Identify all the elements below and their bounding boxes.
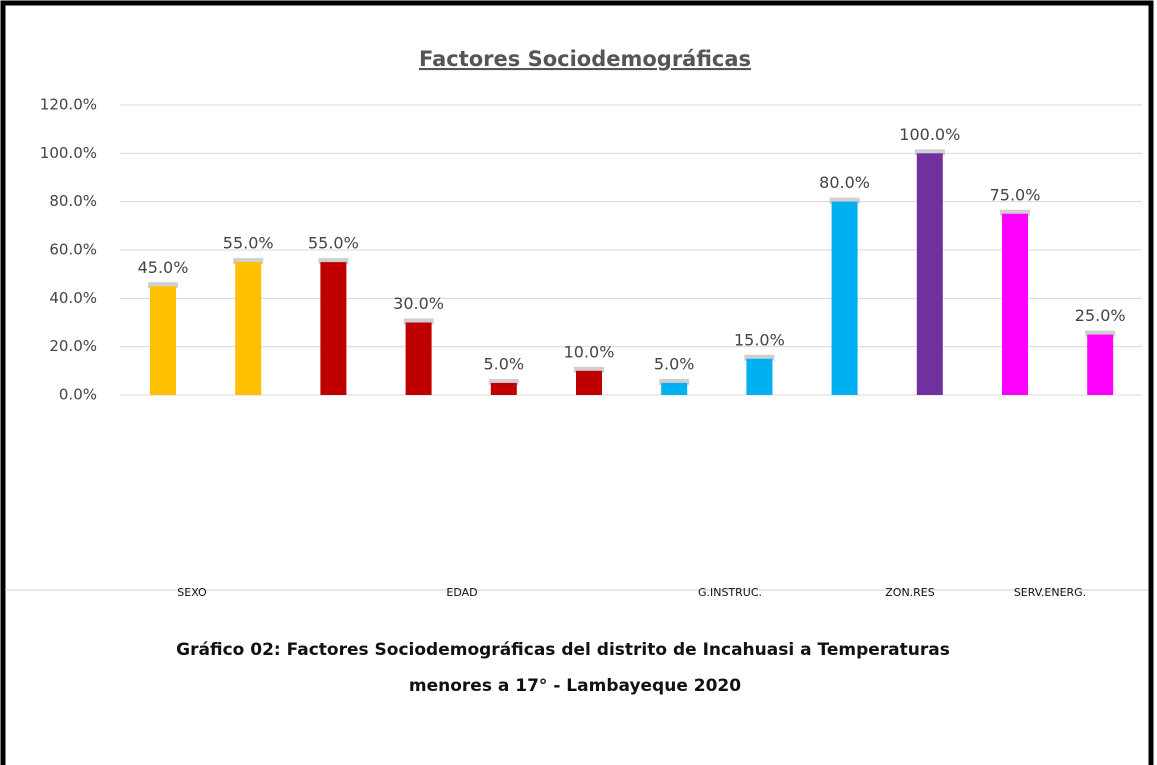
bar [1087,334,1114,395]
bar [405,322,432,395]
bar-shadow [1085,330,1116,337]
bar [831,201,858,395]
bar [576,370,602,395]
group-label: EDAD [446,586,477,599]
bar [916,153,943,395]
group-label: SEXO [177,586,207,599]
y-tick-label: 60.0% [49,241,97,259]
bar-shadow [403,318,434,325]
y-tick-label: 0.0% [59,386,97,404]
bar-shadow [318,258,349,265]
bar-shadow [659,378,690,385]
bar [490,382,517,395]
y-tick-label: 40.0% [49,289,97,307]
bar [235,262,262,395]
y-tick-label: 120.0% [40,96,97,114]
bar [150,286,176,395]
bar-shadow [744,354,775,361]
group-label: ZON.RES [885,586,935,599]
data-label: 75.0% [990,185,1041,204]
bar [320,262,347,395]
data-label: 15.0% [734,330,785,349]
bar-shadow [1000,209,1030,216]
bar [1002,213,1028,395]
y-tick-label: 100.0% [40,144,97,162]
bar-shadow [148,282,178,289]
data-label: 5.0% [483,354,524,373]
data-label: 10.0% [564,342,615,361]
caption: Gráfico 02: Factores Sociodemográficas d… [176,640,950,660]
data-label: 55.0% [308,234,359,253]
bar-shadow [574,366,604,373]
group-label: SERV.ENERG. [1014,586,1086,599]
data-label: 45.0% [138,258,189,277]
bar-shadow [488,378,519,385]
group-label: G.INSTRUC. [698,586,762,599]
data-label: 30.0% [393,294,444,313]
caption: menores a 17° - Lambayeque 2020 [409,676,741,696]
data-label: 80.0% [819,173,870,192]
bar [661,382,688,395]
y-tick-label: 20.0% [49,337,97,355]
bar-shadow [233,258,264,265]
data-label: 5.0% [654,354,695,373]
data-label: 25.0% [1075,306,1126,325]
chart-title: Factores Sociodemográficas [419,47,751,71]
data-label: 55.0% [223,234,274,253]
data-label: 100.0% [899,125,960,144]
y-tick-label: 80.0% [49,192,97,210]
bar-shadow [914,149,945,156]
bar [746,358,773,395]
bar-shadow [829,197,860,204]
